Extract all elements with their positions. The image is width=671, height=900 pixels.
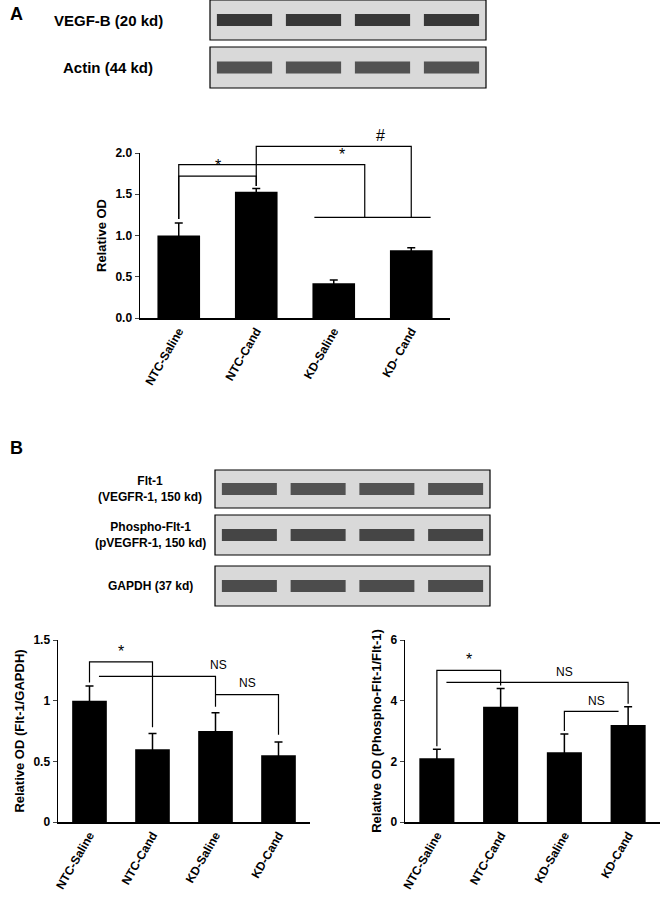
svg-text:A: A — [10, 4, 23, 24]
svg-text:1.5: 1.5 — [115, 187, 132, 201]
svg-text:NS: NS — [588, 694, 605, 708]
svg-text:0: 0 — [390, 815, 397, 829]
svg-text:0.5: 0.5 — [33, 755, 50, 769]
svg-text:*: * — [215, 157, 221, 174]
svg-text:0.5: 0.5 — [115, 270, 132, 284]
svg-text:1.0: 1.0 — [115, 229, 132, 243]
svg-text:*: * — [118, 643, 124, 660]
svg-text:Actin (44 kd): Actin (44 kd) — [63, 59, 153, 76]
svg-text:NS: NS — [210, 658, 227, 672]
svg-text:KD-Saline: KD-Saline — [532, 829, 573, 885]
svg-text:1: 1 — [43, 694, 50, 708]
svg-text:2: 2 — [390, 755, 397, 769]
svg-text:NTC-Cand: NTC-Cand — [119, 829, 160, 887]
svg-text:VEGF-B (20 kd): VEGF-B (20 kd) — [54, 12, 163, 29]
svg-text:1.5: 1.5 — [33, 633, 50, 647]
svg-text:0: 0 — [43, 815, 50, 829]
svg-text:*: * — [466, 651, 472, 668]
svg-text:Relative OD: Relative OD — [94, 199, 109, 272]
svg-text:6: 6 — [390, 633, 397, 647]
svg-text:2.0: 2.0 — [115, 146, 132, 160]
svg-text:Phospho-Flt-1(pVEGFR-1, 150 kd: Phospho-Flt-1(pVEGFR-1, 150 kd) — [95, 520, 206, 550]
svg-text:NTC-Saline: NTC-Saline — [142, 325, 186, 388]
svg-text:KD-Saline: KD-Saline — [183, 829, 224, 885]
svg-text:KD- Cand: KD- Cand — [380, 325, 419, 379]
svg-text:KD-Cand: KD-Cand — [598, 829, 636, 880]
svg-text:KD-Saline: KD-Saline — [301, 325, 342, 381]
svg-text:KD-Cand: KD-Cand — [249, 829, 287, 880]
svg-text:4: 4 — [390, 694, 397, 708]
svg-text:B: B — [10, 438, 23, 458]
svg-text:Flt-1(VEGFR-1, 150 kd): Flt-1(VEGFR-1, 150 kd) — [98, 474, 202, 504]
svg-text:NS: NS — [556, 665, 573, 679]
svg-text:NTC-Cand: NTC-Cand — [467, 829, 508, 887]
svg-text:NS: NS — [239, 676, 256, 690]
svg-text:NTC-Cand: NTC-Cand — [223, 325, 264, 383]
svg-text:*: * — [339, 146, 345, 163]
svg-text:Relative OD (Flt-1/GAPDH): Relative OD (Flt-1/GAPDH) — [12, 649, 27, 812]
svg-text:Relative OD (Phospho-Flt-1/Flt: Relative OD (Phospho-Flt-1/Flt-1) — [369, 629, 384, 833]
svg-text:#: # — [376, 127, 385, 144]
svg-text:GAPDH (37 kd): GAPDH (37 kd) — [108, 579, 193, 593]
svg-text:0.0: 0.0 — [115, 311, 132, 325]
svg-text:NTC-Saline: NTC-Saline — [53, 829, 97, 892]
svg-text:NTC-Saline: NTC-Saline — [401, 829, 445, 892]
